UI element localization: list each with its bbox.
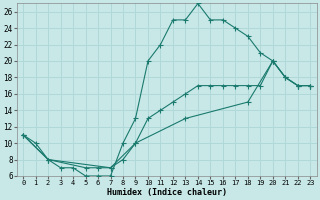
X-axis label: Humidex (Indice chaleur): Humidex (Indice chaleur) [107,188,227,197]
